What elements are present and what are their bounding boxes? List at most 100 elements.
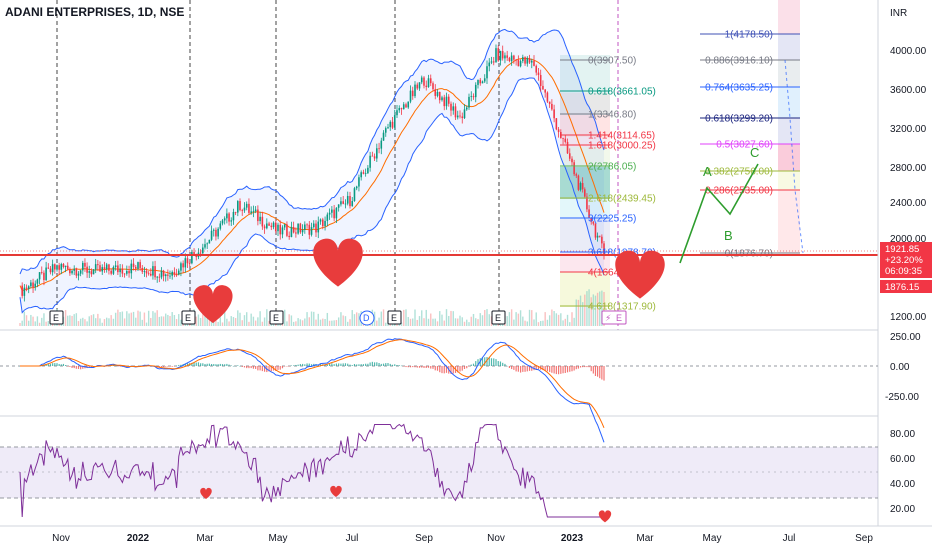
volume-bar bbox=[97, 313, 99, 326]
macd-histogram-bar bbox=[542, 366, 544, 371]
volume-bar bbox=[524, 320, 526, 326]
volume-bar bbox=[560, 313, 562, 326]
wave-label-c: C bbox=[750, 145, 759, 160]
candle-body bbox=[228, 213, 230, 222]
volume-bar bbox=[508, 312, 511, 326]
volume-bar bbox=[432, 318, 434, 326]
rsi-tick: 80.00 bbox=[890, 429, 915, 440]
macd-histogram-bar bbox=[56, 363, 58, 366]
volume-bar bbox=[288, 314, 290, 326]
fib-extension-lines bbox=[560, 59, 610, 307]
macd-histogram-bar bbox=[261, 366, 263, 372]
candle-body bbox=[577, 175, 580, 190]
candle-body bbox=[88, 271, 91, 273]
macd-histogram-bar bbox=[217, 364, 219, 366]
rsi-axis[interactable]: 80.00 60.00 40.00 20.00 bbox=[890, 429, 915, 515]
volume-bar bbox=[292, 321, 295, 326]
volume-bar bbox=[178, 314, 180, 326]
volume-bar bbox=[555, 313, 558, 326]
macd-histogram-bar bbox=[80, 366, 82, 370]
macd-histogram-bar bbox=[186, 363, 189, 366]
macd-histogram-bar bbox=[279, 366, 281, 370]
macd-histogram-bar bbox=[461, 366, 463, 371]
volume-bar bbox=[537, 322, 540, 326]
macd-histogram-bar bbox=[586, 366, 588, 368]
macd-histogram-bar bbox=[259, 366, 261, 371]
volume-bar bbox=[599, 291, 601, 326]
candle-body bbox=[326, 214, 329, 221]
price-candles bbox=[21, 44, 605, 302]
candle-body bbox=[519, 61, 522, 67]
candle-body bbox=[137, 262, 139, 269]
badge-change: +23.20% bbox=[885, 255, 923, 266]
time-axis-label: 2023 bbox=[561, 533, 584, 544]
candle-body bbox=[299, 223, 302, 233]
fib-retracement-label: 0.886(3916.10) bbox=[705, 56, 773, 67]
macd-histogram-bar bbox=[439, 366, 441, 373]
macd-histogram-bar bbox=[295, 364, 297, 366]
candle-body bbox=[571, 158, 573, 163]
candle-body bbox=[32, 282, 34, 288]
candle-body bbox=[369, 155, 371, 168]
volume-bar bbox=[454, 318, 457, 326]
macd-histogram-bar bbox=[173, 366, 175, 367]
time-axis-label: Sep bbox=[855, 533, 873, 544]
volume-bar bbox=[25, 315, 28, 326]
candle-body bbox=[573, 162, 575, 175]
volume-bar bbox=[333, 320, 335, 326]
fib-retracement-label: 0.382(2756.00) bbox=[705, 167, 773, 178]
candle-body bbox=[468, 96, 470, 108]
candle-body bbox=[147, 273, 150, 275]
time-axis-label: May bbox=[703, 533, 722, 544]
volume-bar bbox=[308, 317, 310, 326]
volume-bar bbox=[337, 317, 340, 326]
price-axis[interactable]: INR 4000.00 3600.00 3200.00 2800.00 2400… bbox=[890, 8, 927, 323]
macd-histogram-bar bbox=[299, 363, 301, 366]
volume-bar bbox=[90, 315, 93, 326]
volume-bar bbox=[519, 310, 522, 326]
macd-histogram-bar bbox=[275, 366, 277, 372]
heart-icon-2 bbox=[313, 238, 363, 287]
volume-bar bbox=[331, 320, 333, 326]
price-tick: 4000.00 bbox=[890, 46, 927, 57]
macd-histogram-bar bbox=[349, 364, 351, 366]
candle-body bbox=[141, 267, 144, 272]
candle-body bbox=[175, 274, 178, 276]
candle-body bbox=[387, 127, 389, 129]
volume-bar bbox=[75, 313, 78, 326]
macd-histogram-bar bbox=[202, 363, 204, 366]
candle-body bbox=[257, 209, 259, 222]
candle-body bbox=[108, 264, 110, 271]
candle-body bbox=[409, 90, 412, 102]
volume-bar bbox=[373, 311, 376, 326]
macd-histogram-bar bbox=[571, 366, 573, 372]
time-axis-label: Jul bbox=[783, 533, 796, 544]
macd-histogram-bar bbox=[549, 366, 551, 372]
volume-bar bbox=[268, 320, 270, 326]
candle-body bbox=[553, 109, 555, 119]
badge-price: 1921.85 bbox=[885, 244, 919, 255]
volume-bar bbox=[603, 291, 605, 326]
volume-bar bbox=[457, 318, 459, 326]
candle-body bbox=[328, 212, 331, 215]
candle-body bbox=[342, 201, 344, 204]
currency-label: INR bbox=[890, 8, 907, 19]
macd-histogram-bar bbox=[263, 366, 266, 372]
volume-bar bbox=[295, 321, 297, 326]
candle-body bbox=[331, 209, 333, 213]
macd-axis[interactable]: 250.00 0.00 -250.00 bbox=[885, 332, 921, 403]
candle-body bbox=[169, 275, 171, 277]
macd-histogram-bar bbox=[288, 366, 290, 367]
volume-bar bbox=[117, 309, 119, 326]
candle-body bbox=[407, 101, 410, 108]
macd-tick: 250.00 bbox=[890, 332, 921, 343]
macd-histogram-bar bbox=[592, 366, 594, 374]
candle-body bbox=[186, 258, 189, 264]
macd-histogram-bar bbox=[594, 366, 597, 376]
time-axis[interactable]: Nov 2022 Mar May Jul Sep Nov 2023 Mar May Jul Sep bbox=[52, 533, 873, 544]
candle-body bbox=[598, 235, 601, 237]
volume-bar bbox=[557, 314, 560, 326]
macd-histogram-bar bbox=[519, 366, 522, 373]
macd-histogram-bar bbox=[281, 366, 284, 369]
